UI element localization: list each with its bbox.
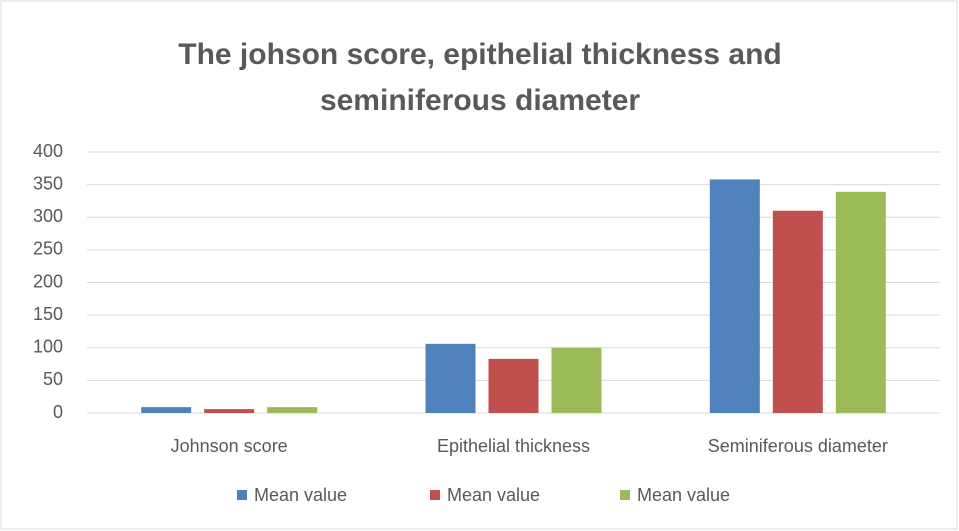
y-tick-label: 50 bbox=[43, 369, 63, 389]
bar bbox=[141, 407, 192, 413]
bar bbox=[267, 407, 318, 413]
legend-label: Mean value bbox=[254, 485, 347, 505]
bar bbox=[488, 358, 539, 413]
legend-swatch bbox=[237, 490, 247, 500]
x-tick-label: Epithelial thickness bbox=[437, 436, 590, 456]
bar bbox=[551, 347, 602, 413]
x-tick-label: Johnson score bbox=[171, 436, 288, 456]
y-tick-label: 200 bbox=[33, 271, 63, 291]
y-tick-label: 350 bbox=[33, 173, 63, 193]
legend-swatch bbox=[430, 490, 440, 500]
y-tick-label: 0 bbox=[53, 402, 63, 422]
bar bbox=[204, 409, 255, 413]
y-tick-label: 300 bbox=[33, 206, 63, 226]
bar bbox=[425, 343, 476, 413]
y-tick-label: 400 bbox=[33, 141, 63, 161]
bar bbox=[835, 191, 886, 413]
x-tick-label: Seminiferous diameter bbox=[708, 436, 888, 456]
y-tick-label: 100 bbox=[33, 337, 63, 357]
y-tick-label: 150 bbox=[33, 304, 63, 324]
legend-swatch bbox=[620, 490, 630, 500]
y-tick-label: 250 bbox=[33, 239, 63, 259]
bar bbox=[772, 210, 823, 413]
legend-label: Mean value bbox=[637, 485, 730, 505]
bar bbox=[709, 179, 760, 413]
chart-title: The johson score, epithelial thickness a… bbox=[178, 38, 782, 117]
legend-label: Mean value bbox=[447, 485, 540, 505]
